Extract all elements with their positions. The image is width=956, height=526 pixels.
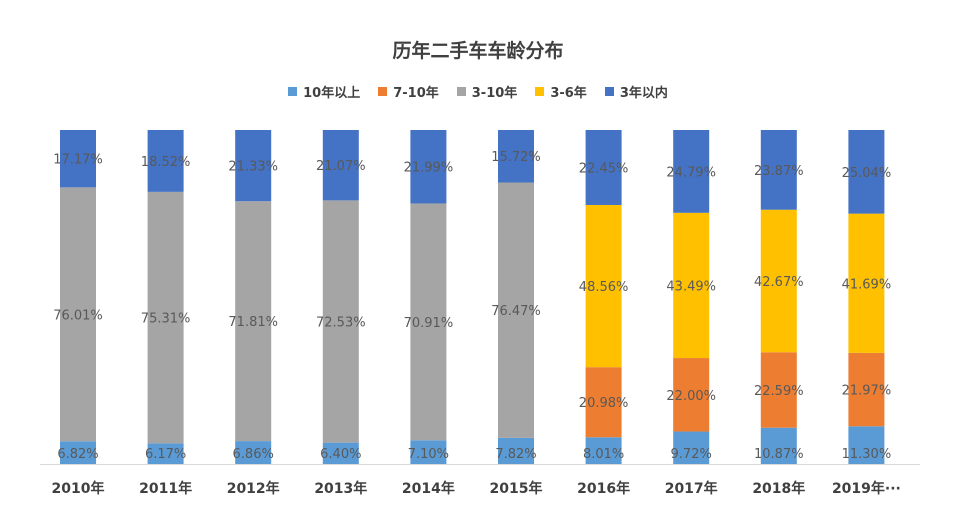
data-label: 18.52% (141, 155, 191, 170)
bar-segment (848, 352, 885, 427)
bar-segment (848, 426, 885, 464)
data-label: 6.82% (57, 447, 98, 462)
x-tick-label: 2013年 (314, 480, 367, 497)
bar-segment (60, 187, 96, 442)
bar-segment (673, 130, 710, 213)
data-label: 8.01% (583, 447, 624, 462)
bar-segment (848, 130, 885, 214)
bar-segment (498, 182, 534, 438)
data-label: 22.59% (754, 384, 804, 399)
data-label: 71.81% (228, 315, 278, 330)
data-label: 6.86% (233, 447, 274, 462)
data-label: 76.01% (53, 308, 103, 323)
legend-item: 7-10年 (378, 82, 439, 101)
data-label: 21.99% (404, 161, 454, 176)
data-label: 23.87% (754, 164, 804, 179)
legend-label: 3-10年 (471, 86, 518, 101)
legend-label: 3-6年 (550, 86, 587, 101)
bar-segment (585, 130, 622, 205)
bar-segment (760, 352, 797, 428)
data-label: 48.56% (579, 280, 629, 295)
bar-segment (498, 437, 534, 464)
bar-segment (60, 130, 96, 188)
data-label: 25.04% (842, 166, 892, 181)
data-label: 6.17% (145, 447, 186, 462)
legend-swatch (456, 87, 466, 96)
bar-segment (235, 130, 272, 202)
bar-segment (760, 427, 797, 464)
bar-segment (760, 209, 797, 353)
x-tick-label: 2019年··· (832, 480, 901, 497)
x-tick-label: 2014年 (402, 480, 455, 497)
data-label: 10.87% (754, 447, 804, 462)
legend-item: 3年以内 (604, 82, 668, 101)
legend-swatch (604, 87, 614, 96)
data-label: 15.72% (491, 150, 541, 165)
data-label: 76.47% (491, 304, 541, 319)
bar-segment (322, 442, 359, 464)
bar-segment (585, 437, 622, 464)
legend-swatch (535, 87, 545, 96)
bar-segment (147, 191, 184, 444)
bar-segment (760, 130, 797, 210)
x-tick-label: 2016年 (577, 480, 630, 497)
data-label: 43.49% (666, 279, 716, 294)
data-label: 7.82% (495, 447, 536, 462)
bar-segment (235, 201, 272, 442)
legend-item: 3-6年 (535, 82, 587, 101)
x-tick-label: 2010年 (52, 480, 105, 497)
data-label: 72.53% (316, 315, 366, 330)
data-label: 20.98% (579, 396, 629, 411)
data-label: 21.33% (228, 160, 278, 175)
x-tick-label: 2015年 (490, 480, 543, 497)
bar-segment (673, 212, 710, 359)
legend-item: 3-10年 (456, 82, 518, 101)
bar-segment (410, 203, 447, 441)
legend-swatch (378, 87, 388, 96)
x-tick-label: 2018年 (752, 480, 805, 497)
x-tick-label: 2012年 (227, 480, 280, 497)
legend-label: 3年以内 (619, 86, 668, 101)
data-label: 17.17% (53, 153, 103, 168)
bar-segment (60, 441, 96, 464)
data-label: 21.97% (842, 384, 892, 399)
bar-segment (410, 440, 447, 464)
data-label: 7.10% (408, 447, 449, 462)
bar-segment (673, 431, 710, 464)
bar-segment (585, 367, 622, 438)
legend-item: 10年以上 (288, 82, 360, 101)
legend-label: 7-10年 (393, 86, 439, 101)
data-label: 24.79% (666, 165, 716, 180)
bar-segment (848, 213, 885, 353)
data-label: 22.45% (579, 161, 629, 176)
bar-segment (410, 130, 447, 204)
bar-segment (498, 130, 534, 183)
bar-segment (673, 358, 710, 432)
data-label: 70.91% (404, 316, 454, 331)
x-tick-label: 2017年 (665, 480, 718, 497)
data-label: 41.69% (842, 277, 892, 292)
x-tick-label: 2011年 (139, 480, 192, 497)
legend: 10年以上 7-10年 3-10年 3-6年 3年以内 (0, 82, 956, 101)
data-label: 9.72% (671, 447, 712, 462)
bar-segment (322, 200, 359, 443)
legend-swatch (288, 87, 298, 96)
bar-segment (147, 130, 184, 192)
data-label: 42.67% (754, 275, 804, 290)
data-label: 21.07% (316, 159, 366, 174)
data-label: 6.40% (320, 447, 361, 462)
data-label: 11.30% (842, 447, 892, 462)
legend-label: 10年以上 (303, 86, 361, 101)
bar-segment (322, 130, 359, 201)
data-label: 22.00% (666, 389, 716, 404)
bar-segment (585, 204, 622, 368)
data-label: 75.31% (141, 312, 191, 327)
bar-segment (235, 441, 272, 464)
bar-segment (147, 443, 184, 464)
chart-title: 历年二手车车龄分布 (392, 40, 564, 62)
